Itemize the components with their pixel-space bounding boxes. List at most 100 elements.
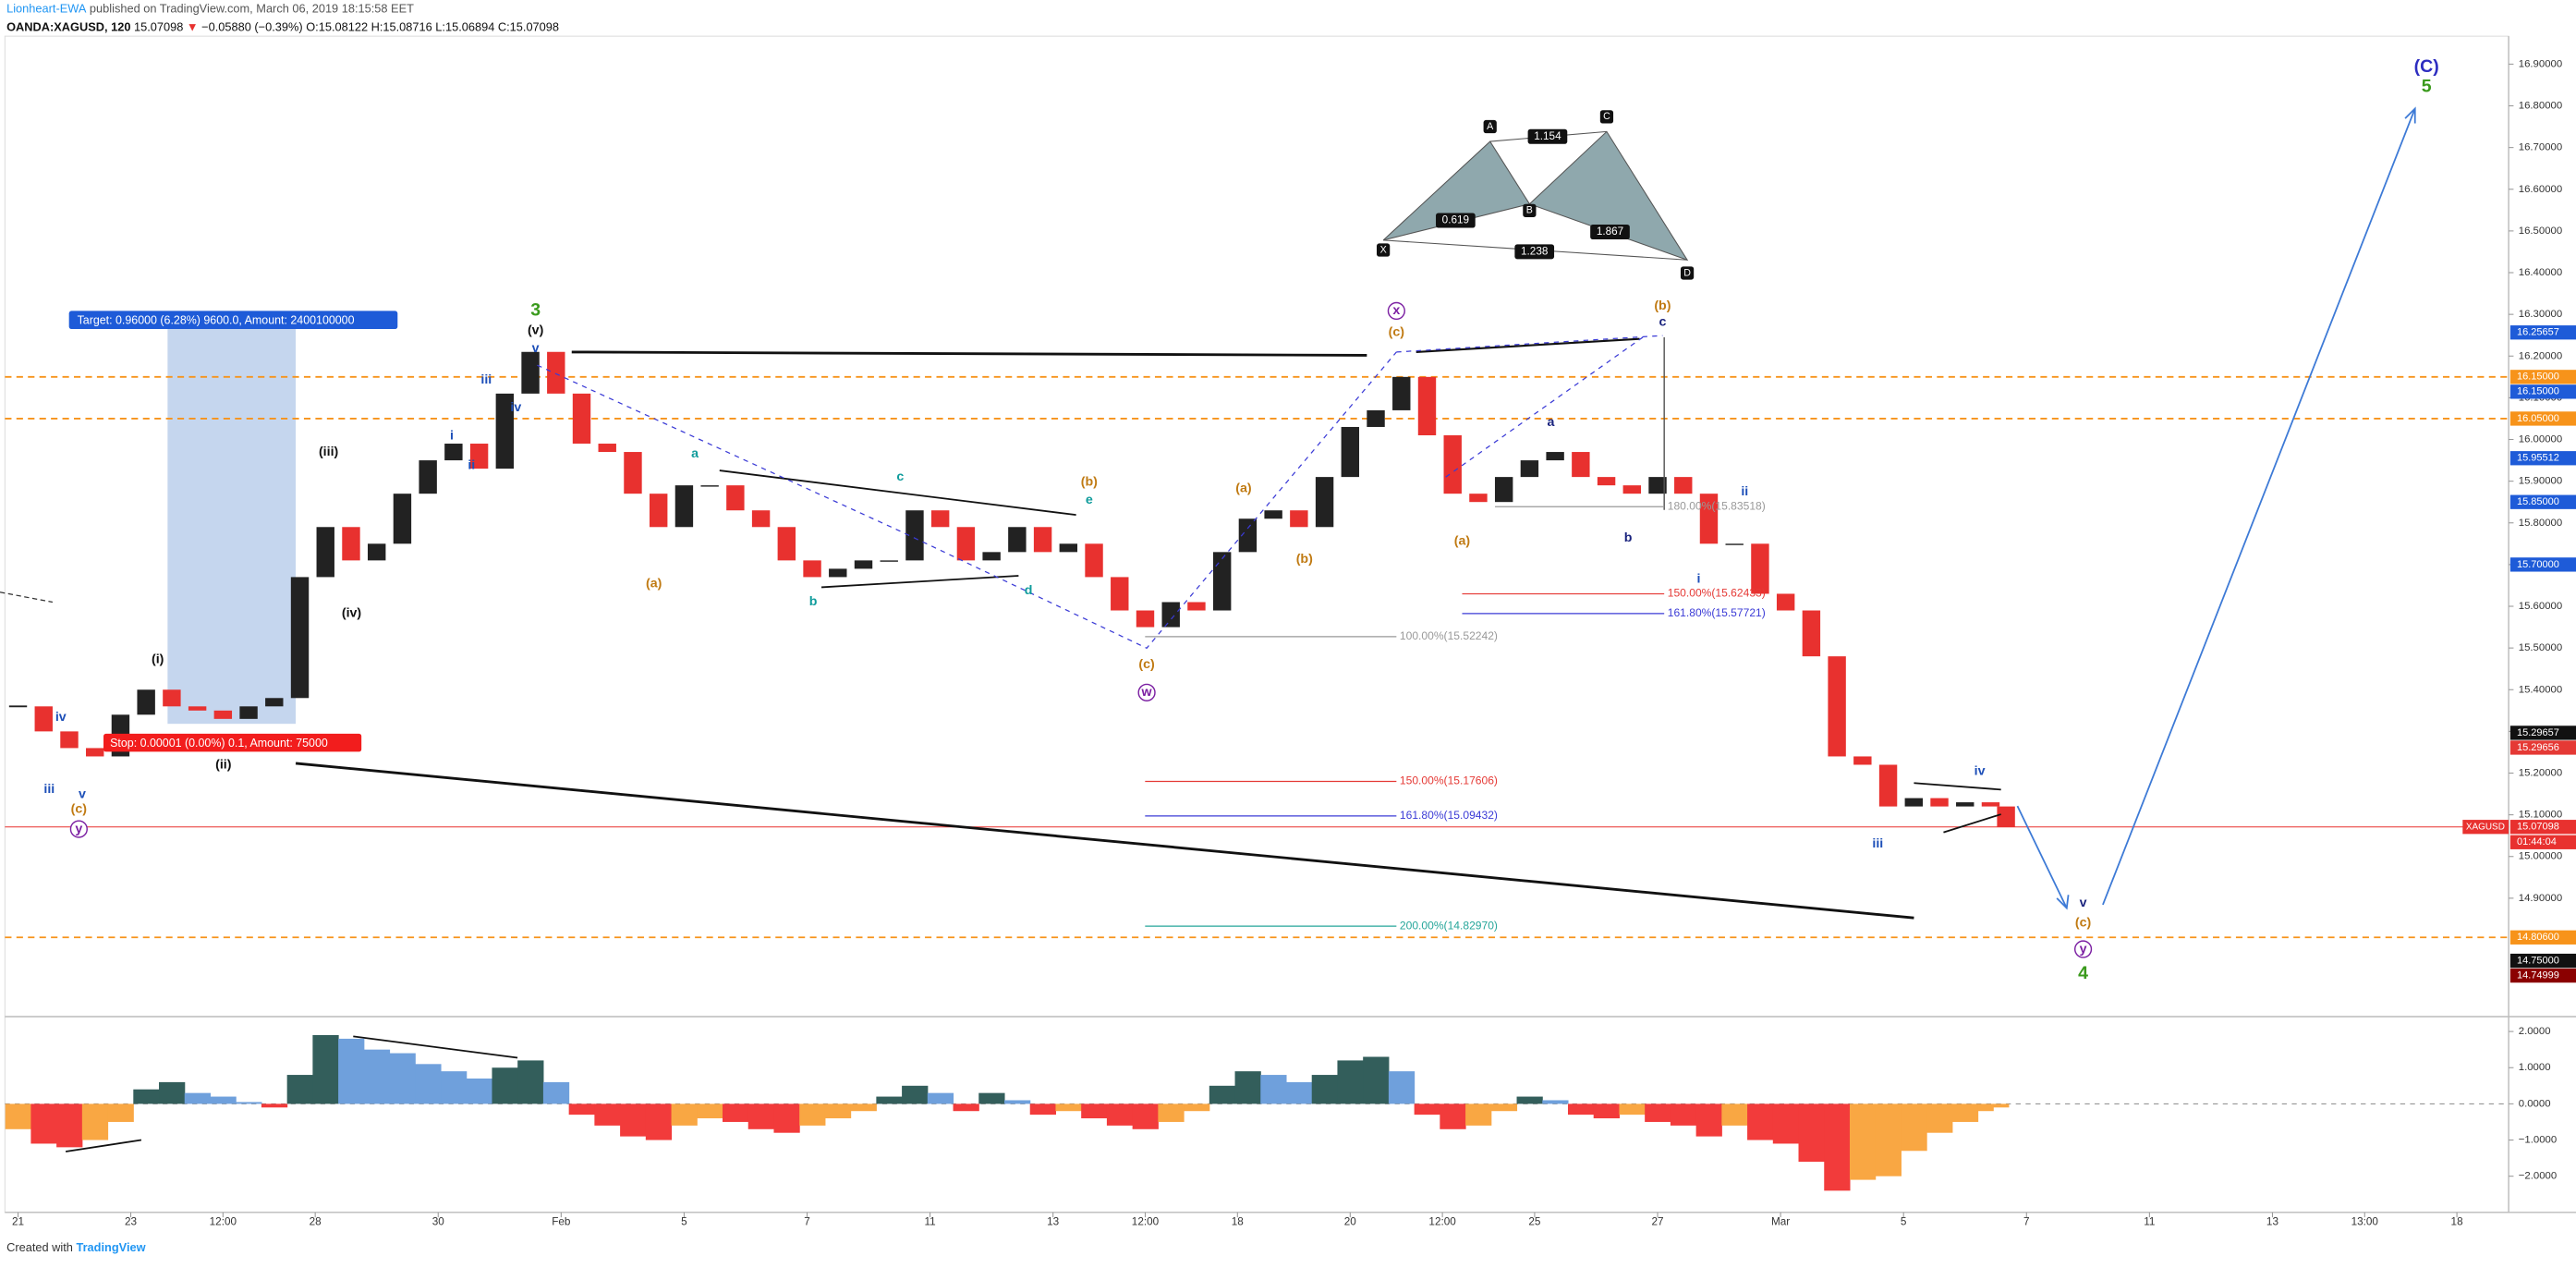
target-label-box [68,311,398,329]
position-target-zone [167,328,297,725]
price-tag-label: 15.70000 [2517,559,2559,570]
last-price: 15.07098 [134,20,183,34]
triangle-line [719,469,1076,517]
osc-bar [850,1103,877,1112]
osc-bar [1977,1103,1994,1112]
osc-bar [107,1103,134,1122]
fib-label: 150.00%(15.17606) [1400,774,1498,787]
osc-bar [697,1103,723,1119]
candle-body [1494,477,1513,503]
candle-body [982,552,1001,561]
osc-bar [1440,1103,1466,1129]
osc-bar [1645,1103,1671,1122]
candle-body [163,689,181,707]
harmonic-point: C [1603,111,1610,122]
osc-bar [210,1096,237,1104]
wave-label: v [532,341,540,356]
price-tag [2509,740,2576,755]
projection-arrow [2102,108,2416,906]
x-tick-label: 18 [1232,1216,1245,1228]
wave-label: d [1025,583,1033,598]
harmonic-point: A [1487,121,1494,132]
published: published on TradingView.com, March 06, … [90,2,414,16]
fib-label: 100.00%(15.52242) [1400,629,1498,642]
osc-bar [953,1103,979,1112]
candle-body [393,494,412,544]
candle-body [598,444,616,453]
fib-label: 161.80%(15.09432) [1400,809,1498,822]
wave-label: x [1392,303,1400,318]
candle-body [469,444,489,469]
candle-body [239,706,258,719]
price-tag [2509,411,2576,426]
wave-circle [1387,301,1405,321]
harmonic-point-box [1599,110,1614,124]
candle-body [1085,543,1103,578]
target-label: Target: 0.96000 (6.28%) 9600.0, Amount: … [78,313,355,326]
divergence-line [65,1139,142,1152]
wave-label: (b) [1654,299,1671,313]
x-tick-label: Mar [1771,1216,1790,1228]
candle-body [1981,802,2000,807]
countdown-label: 01:44:04 [2517,836,2557,847]
osc-bar [773,1103,800,1133]
candle-body [1008,527,1027,553]
wave-label: iii [480,372,492,387]
x-tick-label: 21 [12,1216,24,1228]
price-tag [2509,325,2576,340]
y-tick-label: 16.40000 [2519,267,2562,278]
wave-label: a [691,446,699,461]
price-tag-label: 16.05000 [2517,413,2559,424]
x-tick-label: 11 [925,1216,936,1228]
price-tag-label: 15.29656 [2517,742,2559,753]
osc-bar [1593,1103,1620,1119]
drawings: Target: 0.96000 (6.28%) 9600.0, Amount: … [0,106,2416,1152]
harmonic-point-box [1680,266,1695,280]
candle-body [1290,510,1308,528]
price-tag [2509,557,2576,572]
change-arrow: ▼ [187,20,199,34]
candle-body [495,393,515,469]
osc-bar [1849,1103,1877,1180]
candle-body [1853,756,1872,765]
price-tag-label: 15.85000 [2517,496,2559,507]
trend-line [295,762,1914,920]
osc-bar [1951,1103,1979,1122]
x-tick-label: 28 [310,1216,322,1228]
candle-body [60,731,79,749]
candle-body [803,560,821,578]
price-tag [2509,725,2576,740]
osc-bar [5,1103,31,1129]
candle-body [1878,764,1898,807]
x-tick-label: 12:00 [1132,1216,1160,1228]
wave-label: iv [510,400,521,415]
dashed-line [0,591,54,604]
candle-body [777,527,796,561]
y-tick-label: 15.20000 [2519,768,2562,779]
price-tag-label: 16.15000 [2517,372,2559,383]
y-tick-label: 14.90000 [2519,893,2562,904]
price-tag [2509,820,2576,835]
harmonic-point-box [1377,243,1391,257]
osc-bar [1516,1096,1543,1104]
harmonic-ratio-box [1436,213,1476,228]
osc-bar [1901,1103,1927,1152]
osc-bar [1619,1103,1646,1116]
osc-bar [1106,1103,1134,1126]
change: −0.05880 (−0.39%) [201,20,303,34]
harmonic-ratio-box [1514,244,1555,260]
candle-body [1520,460,1539,478]
ohlc: O:15.08122 H:15.08716 L:15.06894 C:15.07… [306,20,559,34]
osc-bar [338,1038,365,1104]
y-tick-label: 16.90000 [2519,58,2562,69]
wave-label: (c) [71,801,88,816]
wave-label: (ii) [215,757,232,772]
osc-bar [723,1103,749,1122]
footer-brand: TradingView [76,1240,145,1254]
footer-prefix: Created with [6,1240,73,1254]
candle-body [1315,477,1334,528]
osc-bar [1926,1103,1953,1133]
osc-bar [645,1103,673,1140]
wave-label: (c) [1138,657,1155,672]
